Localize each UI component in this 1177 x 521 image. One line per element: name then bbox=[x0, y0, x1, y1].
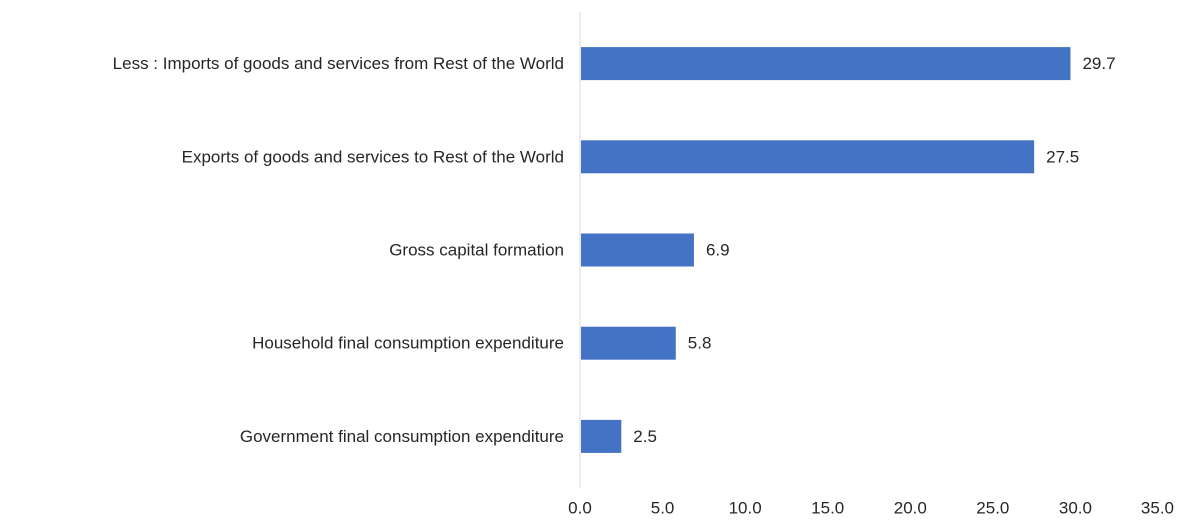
bar bbox=[581, 233, 694, 267]
bar bbox=[581, 419, 622, 453]
bar-group bbox=[581, 47, 1071, 453]
bar bbox=[581, 326, 676, 360]
data-label: 29.7 bbox=[1082, 54, 1115, 73]
data-label: 5.8 bbox=[688, 334, 712, 353]
value-axis-tick-label: 20.0 bbox=[894, 499, 927, 518]
value-axis-tick-group: 0.0 5.0 10.0 15.0 20.0 25.0 30.0 35.0 bbox=[568, 499, 1174, 518]
value-axis-tick-label: 15.0 bbox=[811, 499, 844, 518]
data-label-group: 29.7 27.5 6.9 5.8 2.5 bbox=[633, 54, 1115, 446]
value-axis-tick-label: 30.0 bbox=[1059, 499, 1092, 518]
category-label: Government final consumption expenditure bbox=[240, 427, 564, 446]
value-axis-tick-label: 25.0 bbox=[976, 499, 1009, 518]
value-axis-tick-label: 0.0 bbox=[568, 499, 592, 518]
bar bbox=[581, 140, 1035, 174]
category-label: Exports of goods and services to Rest of… bbox=[182, 147, 564, 166]
category-label: Less : Imports of goods and services fro… bbox=[113, 54, 564, 73]
value-axis-tick-label: 5.0 bbox=[651, 499, 675, 518]
value-axis-tick-label: 10.0 bbox=[729, 499, 762, 518]
data-label: 2.5 bbox=[633, 427, 657, 446]
data-label: 27.5 bbox=[1046, 147, 1079, 166]
category-label-group: Less : Imports of goods and services fro… bbox=[113, 54, 564, 446]
category-label: Gross capital formation bbox=[389, 241, 564, 260]
data-label: 6.9 bbox=[706, 241, 730, 260]
category-label: Household final consumption expenditure bbox=[252, 334, 564, 353]
bar bbox=[581, 47, 1071, 81]
value-axis-tick-label: 35.0 bbox=[1141, 499, 1174, 518]
